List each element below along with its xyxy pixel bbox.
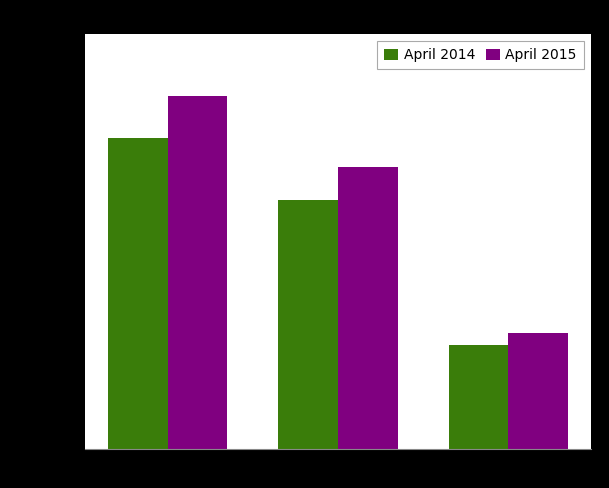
Bar — [338, 167, 398, 449]
Bar — [108, 138, 168, 449]
Bar — [508, 333, 568, 449]
Bar — [278, 200, 338, 449]
Bar — [449, 346, 508, 449]
Legend: April 2014, April 2015: April 2014, April 2015 — [377, 41, 584, 69]
Bar — [168, 96, 227, 449]
